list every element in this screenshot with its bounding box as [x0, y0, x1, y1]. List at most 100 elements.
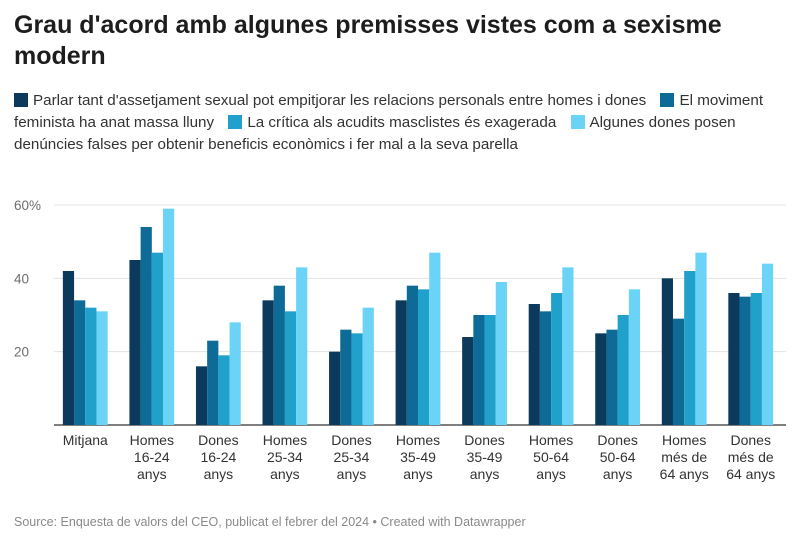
x-tick-label-line: Homes: [130, 432, 174, 448]
bar-7-series-1: [462, 337, 474, 425]
bar-9-series-1: [595, 333, 607, 425]
x-tick-label-line: anys: [270, 466, 300, 482]
x-tick-label-line: 35-49: [467, 449, 503, 465]
x-tick-label-line: 64 anys: [660, 466, 709, 482]
x-tick-label-11: Dones més de 64 anys: [726, 432, 775, 482]
bar-11-series-3: [750, 293, 762, 425]
legend-label-1: Parlar tant d'assetjament sexual pot emp…: [33, 92, 647, 109]
legend-swatch-2: [660, 93, 675, 107]
x-tick-label-line: Mitjana: [63, 432, 108, 448]
bar-7-series-2: [473, 315, 485, 425]
x-tick-label-line: Homes: [396, 432, 440, 448]
bar-10-series-4: [695, 252, 707, 425]
bar-10-series-2: [672, 318, 685, 425]
bar-4-series-4: [296, 267, 308, 425]
legend-label-2: El moviment feminista ha anat massa llun…: [14, 92, 764, 131]
x-tick-label-line: 50-64: [533, 449, 569, 465]
x-tick-label-line: anys: [137, 466, 167, 482]
x-tick-label-3: Dones 16-24 anys: [198, 432, 238, 482]
bar-8-series-3: [551, 293, 563, 425]
bar-5-series-3: [351, 333, 363, 425]
bar-8-series-2: [539, 311, 552, 425]
x-tick-label-line: anys: [536, 466, 566, 482]
bar-3-series-3: [218, 355, 230, 425]
x-tick-label-7: Dones 35-49 anys: [464, 432, 504, 482]
bar-11-series-1: [728, 293, 740, 425]
bar-7-series-4: [495, 282, 507, 425]
bar-2-series-1: [129, 260, 141, 425]
bar-2-series-4: [163, 208, 175, 425]
x-tick-label-10: Homes més de 64 anys: [660, 432, 709, 482]
bar-7-series-3: [484, 315, 496, 425]
x-tick-label-line: Dones: [331, 432, 371, 448]
chart-title: Grau d'acord amb algunes premisses viste…: [14, 11, 722, 70]
x-tick-label-line: Dones: [730, 432, 770, 448]
x-tick-label-line: Dones: [464, 432, 504, 448]
bar-9-series-4: [628, 289, 641, 425]
legend-item-1: Parlar tant d'assetjament sexual pot emp…: [14, 92, 656, 109]
legend-item-2: El moviment feminista ha anat massa llun…: [14, 92, 763, 131]
x-tick-label-line: Homes: [263, 432, 307, 448]
x-tick-label-line: Homes: [662, 432, 706, 448]
x-tick-label-line: anys: [403, 466, 433, 482]
y-tick-label-40: 40: [14, 271, 29, 286]
bar-3-series-4: [229, 322, 241, 425]
bar-5-series-2: [340, 329, 352, 425]
bar-1-series-1: [62, 271, 75, 425]
source-note: Source: Enquesta de valors del CEO, publ…: [14, 515, 526, 529]
bar-10-series-1: [661, 278, 673, 425]
legend-item-4: Algunes dones posen denúncies falses per…: [14, 114, 736, 153]
x-tick-label-line: més de: [728, 449, 774, 465]
legend-label-3: La crítica als acudits masclistes és exa…: [247, 114, 557, 131]
x-tick-label-line: 25-34: [267, 449, 303, 465]
bar-11-series-4: [761, 263, 774, 425]
x-tick-label-line: anys: [204, 466, 234, 482]
x-tick-label-line: 16-24: [134, 449, 170, 465]
bar-9-series-3: [617, 315, 629, 425]
bar-8-series-4: [562, 267, 574, 425]
x-tick-label-1: Mitjana: [63, 432, 108, 448]
bar-6-series-3: [418, 289, 430, 425]
bar-11-series-2: [739, 296, 751, 425]
bar-3-series-1: [195, 366, 208, 425]
bar-1-series-4: [96, 311, 108, 425]
bar-5-series-1: [329, 351, 341, 425]
x-tick-label-line: més de: [661, 449, 707, 465]
legend-swatch-3: [228, 115, 243, 129]
x-tick-label-line: 64 anys: [726, 466, 775, 482]
x-tick-label-8: Homes 50-64 anys: [529, 432, 573, 482]
legend: Parlar tant d'assetjament sexual pot emp…: [14, 90, 786, 156]
bar-2-series-3: [151, 252, 164, 425]
x-tick-label-line: 25-34: [334, 449, 370, 465]
bar-9-series-2: [606, 329, 618, 425]
x-tick-label-2: Homes 16-24 anys: [130, 432, 174, 482]
y-tick-label-60: 60%: [14, 198, 41, 213]
y-tick-label-20: 20: [14, 345, 29, 360]
x-tick-label-line: 50-64: [600, 449, 636, 465]
x-tick-label-line: anys: [470, 466, 500, 482]
bar-2-series-2: [140, 227, 152, 425]
x-tick-label-line: Dones: [597, 432, 637, 448]
bar-4-series-3: [284, 311, 297, 425]
bar-4-series-2: [273, 285, 285, 425]
bar-10-series-3: [684, 271, 696, 425]
x-tick-label-line: Homes: [529, 432, 573, 448]
bar-1-series-2: [74, 300, 86, 425]
legend-label-4: Algunes dones posen denúncies falses per…: [14, 114, 736, 153]
bar-8-series-1: [528, 304, 540, 425]
x-tick-label-6: Homes 35-49 anys: [396, 432, 440, 482]
legend-swatch-1: [14, 93, 28, 107]
x-tick-label-line: anys: [603, 466, 633, 482]
x-tick-label-line: 35-49: [400, 449, 436, 465]
bar-3-series-2: [207, 340, 219, 425]
x-tick-label-line: Dones: [198, 432, 238, 448]
x-tick-label-9: Dones 50-64 anys: [597, 432, 637, 482]
bar-6-series-1: [395, 300, 407, 425]
legend-swatch-4: [570, 115, 585, 129]
bar-6-series-4: [429, 252, 441, 425]
bar-4-series-1: [262, 300, 274, 425]
x-tick-label-line: anys: [337, 466, 367, 482]
x-tick-label-line: 16-24: [200, 449, 236, 465]
x-tick-label-5: Dones 25-34 anys: [331, 432, 371, 482]
